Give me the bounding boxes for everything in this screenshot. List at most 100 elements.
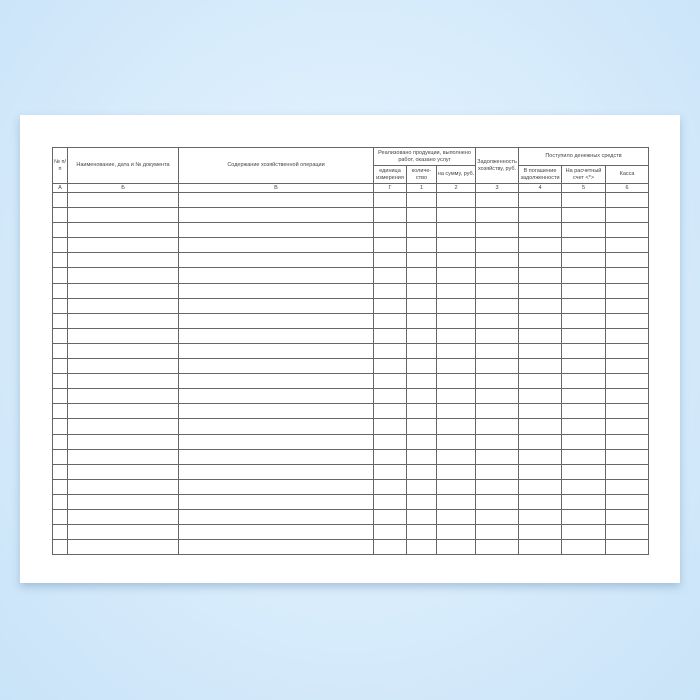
- table-cell[interactable]: [52, 358, 68, 375]
- table-cell[interactable]: [561, 267, 607, 284]
- table-cell[interactable]: [605, 448, 650, 465]
- table-cell[interactable]: [561, 282, 607, 299]
- table-cell[interactable]: [406, 207, 437, 224]
- table-cell[interactable]: [373, 342, 407, 360]
- table-cell[interactable]: [373, 327, 407, 344]
- table-cell[interactable]: [67, 237, 179, 254]
- table-cell[interactable]: [52, 282, 68, 299]
- table-cell[interactable]: [67, 267, 179, 284]
- table-cell[interactable]: [67, 207, 179, 224]
- table-cell[interactable]: [605, 252, 650, 269]
- table-cell[interactable]: [561, 433, 607, 450]
- table-cell[interactable]: [475, 403, 520, 420]
- table-cell[interactable]: [518, 478, 563, 495]
- table-cell[interactable]: [561, 508, 607, 526]
- table-cell[interactable]: [406, 388, 437, 405]
- table-cell[interactable]: [518, 508, 563, 526]
- table-cell[interactable]: [67, 373, 179, 390]
- table-cell[interactable]: [518, 342, 563, 360]
- table-cell[interactable]: [52, 373, 68, 390]
- table-cell[interactable]: [561, 297, 607, 314]
- table-cell[interactable]: [435, 297, 477, 314]
- table-cell[interactable]: [178, 403, 374, 420]
- table-cell[interactable]: [67, 312, 179, 329]
- table-cell[interactable]: [518, 222, 563, 239]
- table-cell[interactable]: [406, 373, 437, 390]
- table-cell[interactable]: [178, 191, 374, 209]
- table-cell[interactable]: [373, 478, 407, 495]
- table-cell[interactable]: [605, 312, 650, 329]
- table-cell[interactable]: [605, 524, 650, 541]
- table-cell[interactable]: [52, 433, 68, 450]
- table-cell[interactable]: [518, 297, 563, 314]
- table-cell[interactable]: [605, 222, 650, 239]
- table-cell[interactable]: [435, 267, 477, 284]
- table-cell[interactable]: [373, 358, 407, 375]
- table-cell[interactable]: [605, 327, 650, 344]
- table-cell[interactable]: [178, 282, 374, 299]
- table-cell[interactable]: [561, 403, 607, 420]
- table-cell[interactable]: [406, 312, 437, 329]
- table-cell[interactable]: [518, 267, 563, 284]
- table-cell[interactable]: [52, 524, 68, 541]
- table-cell[interactable]: [373, 267, 407, 284]
- table-cell[interactable]: [605, 282, 650, 299]
- table-cell[interactable]: [435, 282, 477, 299]
- table-cell[interactable]: [67, 222, 179, 239]
- table-cell[interactable]: [518, 433, 563, 450]
- table-cell[interactable]: [67, 327, 179, 344]
- table-cell[interactable]: [178, 418, 374, 435]
- table-cell[interactable]: [178, 342, 374, 360]
- table-cell[interactable]: [67, 342, 179, 360]
- table-cell[interactable]: [435, 539, 477, 556]
- table-cell[interactable]: [435, 433, 477, 450]
- table-cell[interactable]: [435, 222, 477, 239]
- table-cell[interactable]: [373, 297, 407, 314]
- table-cell[interactable]: [373, 493, 407, 510]
- table-cell[interactable]: [178, 312, 374, 329]
- table-cell[interactable]: [605, 342, 650, 360]
- table-cell[interactable]: [435, 508, 477, 526]
- table-cell[interactable]: [605, 237, 650, 254]
- table-cell[interactable]: [406, 463, 437, 480]
- table-cell[interactable]: [561, 539, 607, 556]
- table-cell[interactable]: [435, 207, 477, 224]
- table-cell[interactable]: [435, 342, 477, 360]
- table-cell[interactable]: [435, 312, 477, 329]
- table-cell[interactable]: [518, 493, 563, 510]
- table-cell[interactable]: [373, 252, 407, 269]
- table-cell[interactable]: [605, 191, 650, 209]
- table-cell[interactable]: [475, 418, 520, 435]
- table-cell[interactable]: [406, 358, 437, 375]
- table-cell[interactable]: [435, 403, 477, 420]
- table-cell[interactable]: [475, 207, 520, 224]
- table-cell[interactable]: [406, 403, 437, 420]
- table-cell[interactable]: [373, 222, 407, 239]
- table-cell[interactable]: [406, 222, 437, 239]
- table-cell[interactable]: [475, 539, 520, 556]
- table-cell[interactable]: [435, 478, 477, 495]
- table-cell[interactable]: [406, 297, 437, 314]
- table-cell[interactable]: [475, 237, 520, 254]
- table-cell[interactable]: [435, 463, 477, 480]
- table-cell[interactable]: [561, 312, 607, 329]
- table-cell[interactable]: [475, 282, 520, 299]
- table-cell[interactable]: [178, 448, 374, 465]
- table-cell[interactable]: [52, 342, 68, 360]
- table-cell[interactable]: [475, 448, 520, 465]
- table-cell[interactable]: [605, 297, 650, 314]
- table-cell[interactable]: [518, 448, 563, 465]
- table-cell[interactable]: [475, 312, 520, 329]
- table-cell[interactable]: [605, 463, 650, 480]
- table-cell[interactable]: [67, 418, 179, 435]
- table-cell[interactable]: [178, 297, 374, 314]
- table-cell[interactable]: [605, 267, 650, 284]
- table-cell[interactable]: [406, 478, 437, 495]
- table-cell[interactable]: [435, 373, 477, 390]
- table-cell[interactable]: [67, 297, 179, 314]
- table-cell[interactable]: [52, 327, 68, 344]
- table-cell[interactable]: [605, 478, 650, 495]
- table-cell[interactable]: [67, 191, 179, 209]
- table-cell[interactable]: [435, 237, 477, 254]
- table-cell[interactable]: [518, 418, 563, 435]
